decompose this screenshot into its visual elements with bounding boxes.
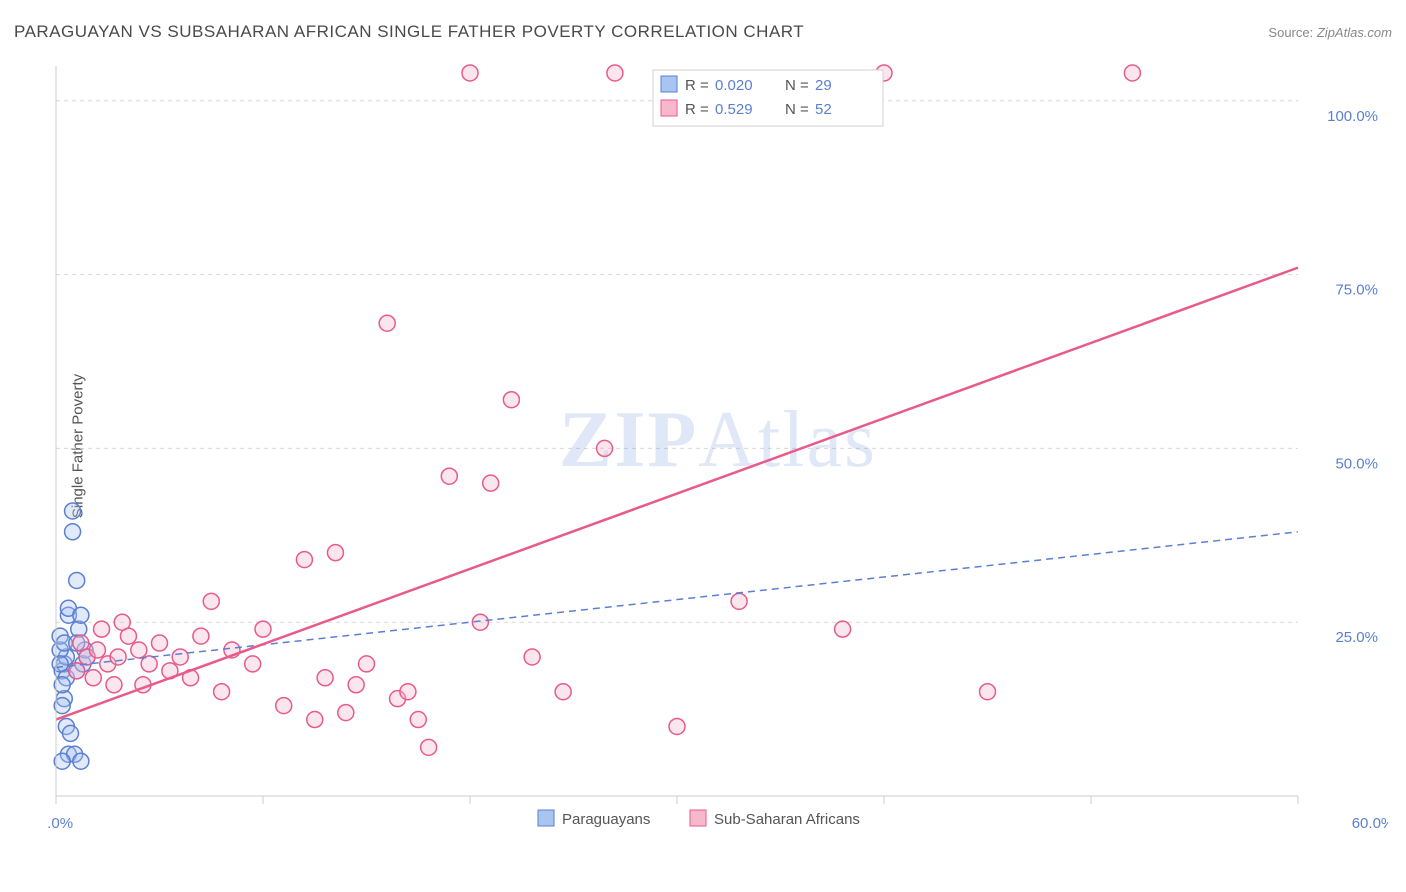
legend-label: Paraguayans	[562, 811, 650, 828]
subsaharan-point	[276, 698, 292, 714]
paraguayans-point	[54, 677, 70, 693]
subsaharan-point	[245, 656, 261, 672]
stat-n-label: N =	[785, 77, 809, 94]
stat-n-value: 29	[815, 77, 832, 94]
subsaharan-point	[110, 649, 126, 665]
chart-svg: 25.0% 50.0% 75.0% 100.0% 0.0% 60.0% ZIPAtlas…	[48, 56, 1388, 836]
subsaharan-point	[89, 642, 105, 658]
source-label: Source:	[1268, 25, 1313, 40]
paraguayans-point	[54, 753, 70, 769]
stat-swatch	[661, 76, 677, 92]
subsaharan-point	[94, 621, 110, 637]
stat-legend-box: R = 0.020 N = 29 R = 0.529 N = 52	[653, 70, 883, 126]
subsaharan-point	[114, 614, 130, 630]
y-tick-label: 100.0%	[1327, 108, 1378, 125]
paraguayans-point	[62, 725, 78, 741]
subsaharan-point	[503, 392, 519, 408]
subsaharan-point	[172, 649, 188, 665]
subsaharan-trendline	[56, 268, 1298, 720]
stat-swatch	[661, 100, 677, 116]
subsaharan-point	[835, 621, 851, 637]
subsaharan-point	[152, 635, 168, 651]
legend-swatch	[690, 810, 706, 826]
watermark-bold: ZIP	[559, 396, 698, 484]
y-tick-label: 25.0%	[1335, 629, 1378, 646]
subsaharan-point	[106, 677, 122, 693]
subsaharan-point	[203, 593, 219, 609]
subsaharan-point	[348, 677, 364, 693]
subsaharan-point	[607, 65, 623, 81]
source-value: ZipAtlas.com	[1317, 25, 1392, 40]
subsaharan-point	[296, 552, 312, 568]
subsaharan-point	[359, 656, 375, 672]
paraguayans-trendline	[56, 532, 1298, 668]
subsaharan-point	[327, 545, 343, 561]
subsaharan-point	[410, 712, 426, 728]
y-tick-label: 75.0%	[1335, 282, 1378, 299]
x-tick-label: 60.0%	[1352, 815, 1388, 832]
stat-r-value: 0.529	[715, 101, 753, 118]
paraguayans-point	[73, 753, 89, 769]
paraguayans-point	[52, 656, 68, 672]
subsaharan-point	[379, 315, 395, 331]
legend-swatch	[538, 810, 554, 826]
stat-r-label: R =	[685, 101, 709, 118]
subsaharan-point	[317, 670, 333, 686]
subsaharan-point	[214, 684, 230, 700]
subsaharan-point	[1124, 65, 1140, 81]
stat-r-label: R =	[685, 77, 709, 94]
stat-n-label: N =	[785, 101, 809, 118]
x-tick-label: 0.0%	[48, 815, 73, 832]
stat-r-value: 0.020	[715, 77, 753, 94]
subsaharan-point	[307, 712, 323, 728]
paraguayans-point	[65, 503, 81, 519]
subsaharan-point	[555, 684, 571, 700]
subsaharan-point	[669, 718, 685, 734]
subsaharan-point	[338, 705, 354, 721]
watermark-light: Atlas	[698, 396, 877, 484]
subsaharan-point	[731, 593, 747, 609]
chart-source: Source: ZipAtlas.com	[1268, 25, 1392, 40]
subsaharan-point	[483, 475, 499, 491]
subsaharan-point	[400, 684, 416, 700]
subsaharan-point	[597, 440, 613, 456]
subsaharan-point	[85, 670, 101, 686]
series-legend: Paraguayans Sub-Saharan Africans	[538, 810, 860, 828]
stat-n-value: 52	[815, 101, 832, 118]
subsaharan-point	[441, 468, 457, 484]
legend-label: Sub-Saharan Africans	[714, 811, 860, 828]
subsaharan-point	[980, 684, 996, 700]
paraguayans-point	[73, 607, 89, 623]
subsaharan-point	[524, 649, 540, 665]
y-tick-label: 50.0%	[1335, 455, 1378, 472]
paraguayans-point	[54, 698, 70, 714]
paraguayans-point	[65, 524, 81, 540]
subsaharan-point	[131, 642, 147, 658]
chart-title: PARAGUAYAN VS SUBSAHARAN AFRICAN SINGLE …	[14, 22, 804, 42]
paraguayans-point	[69, 572, 85, 588]
subsaharan-point	[193, 628, 209, 644]
scatter-chart: 25.0% 50.0% 75.0% 100.0% 0.0% 60.0% ZIPAtlas…	[48, 56, 1388, 836]
subsaharan-point	[255, 621, 271, 637]
subsaharan-point	[462, 65, 478, 81]
subsaharan-point	[421, 739, 437, 755]
